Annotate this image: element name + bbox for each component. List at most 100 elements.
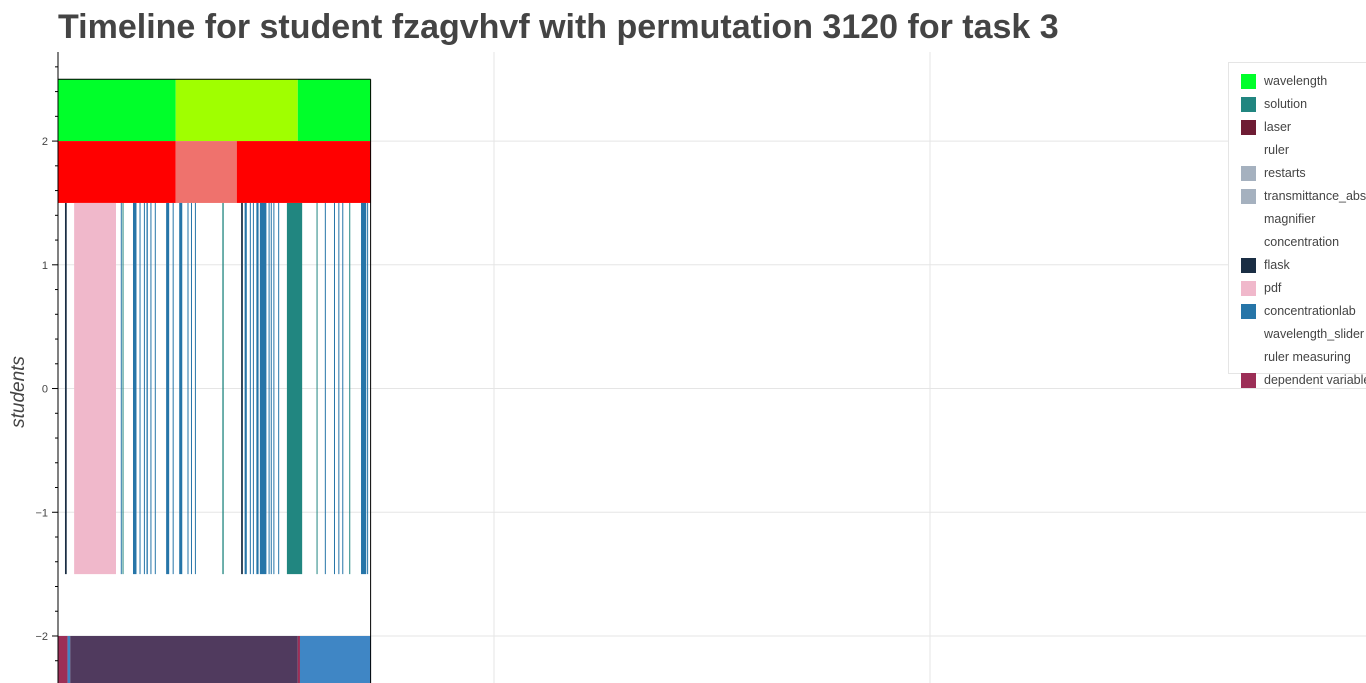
- legend-label: ruler measuring: [1264, 350, 1351, 364]
- legend-item: dependent variable: [1229, 369, 1366, 392]
- bar-pdf-0: [74, 202, 116, 575]
- legend-label: flask: [1264, 258, 1290, 272]
- legend: wavelength solution laser ruler restarts tran…: [1228, 62, 1366, 388]
- bar-dependent-variable-4: [299, 635, 371, 683]
- bar-concentration-0: [58, 141, 176, 203]
- legend-label: wavelength_slider: [1264, 327, 1365, 341]
- legend-swatch: [1241, 212, 1256, 227]
- bar-concentrationlab-16: [256, 202, 259, 575]
- legend-label: dependent variable: [1264, 373, 1366, 387]
- legend-swatch: [1241, 235, 1256, 250]
- bar-wavelength-1: [175, 79, 298, 142]
- legend-item: restarts: [1229, 162, 1366, 185]
- legend-swatch: [1241, 258, 1256, 273]
- legend-item: flask: [1229, 254, 1366, 277]
- bar-dependent-variable-0: [58, 635, 68, 683]
- legend-item: transmittance_absorbance: [1229, 185, 1366, 208]
- bar-wavelength-0: [58, 79, 176, 142]
- bar-flask-1: [241, 202, 243, 575]
- bar-concentrationlab-7: [166, 202, 170, 575]
- bar-dependent-variable-2: [70, 635, 298, 683]
- bar-concentrationlab-22: [324, 202, 326, 575]
- bar-flask-0: [64, 202, 67, 575]
- bar-dependent-variable-3: [297, 635, 300, 683]
- bar-concentrationlab-25: [342, 202, 344, 575]
- legend-label: concentration: [1264, 235, 1340, 249]
- bar-concentrationlab-12: [194, 202, 196, 575]
- legend-swatch: [1241, 97, 1256, 112]
- bar-solution-1: [222, 202, 224, 575]
- bar-concentrationlab-17: [259, 202, 267, 575]
- legend-item: ruler: [1229, 139, 1366, 162]
- bar-concentrationlab-18: [268, 202, 270, 575]
- bar-wavelength-2: [297, 79, 371, 142]
- bar-concentrationlab-8: [172, 202, 174, 575]
- bar-solution-2: [286, 202, 303, 575]
- bar-concentrationlab-23: [333, 202, 335, 575]
- legend-label: laser: [1264, 120, 1292, 134]
- legend-swatch: [1241, 189, 1256, 204]
- chart-title: Timeline for student fzagvhvf with permu…: [58, 8, 1059, 46]
- bar-concentrationlab-26: [361, 202, 367, 575]
- legend-item: concentration: [1229, 231, 1366, 254]
- legend-swatch: [1241, 327, 1256, 342]
- legend-swatch: [1241, 166, 1256, 181]
- bar-concentrationlab-6: [154, 202, 156, 575]
- legend-swatch: [1241, 373, 1256, 388]
- y-tick-label: −2: [35, 631, 48, 643]
- bar-concentrationlab-24: [338, 202, 340, 575]
- bar-concentrationlab-4: [146, 202, 148, 575]
- legend-swatch: [1241, 304, 1256, 319]
- legend-item: wavelength_slider: [1229, 323, 1366, 346]
- bar-concentrationlab-11: [190, 202, 192, 575]
- bar-solution-3: [316, 202, 318, 575]
- legend-label: ruler: [1264, 143, 1290, 157]
- legend-label: solution: [1264, 97, 1308, 111]
- legend-item: laser: [1229, 116, 1366, 139]
- bar-dependent-variable-1: [67, 635, 71, 683]
- y-tick-label: −1: [35, 507, 48, 519]
- legend-swatch: [1241, 281, 1256, 296]
- legend-label: magnifier: [1264, 212, 1316, 226]
- legend-item: wavelength: [1229, 70, 1366, 93]
- bar-concentrationlab-1: [132, 202, 137, 575]
- bar-concentration-2: [236, 141, 371, 203]
- legend-swatch: [1241, 74, 1256, 89]
- bar-concentrationlab-19: [270, 202, 272, 575]
- legend-label: pdf: [1264, 281, 1282, 295]
- legend-item: magnifier: [1229, 208, 1366, 231]
- legend-label: concentrationlab: [1264, 304, 1356, 318]
- bar-concentrationlab-20: [273, 202, 275, 575]
- legend-item: pdf: [1229, 277, 1366, 300]
- y-tick-label: 2: [42, 136, 48, 148]
- bar-concentrationlab-2: [139, 202, 141, 575]
- bar-concentrationlab-10: [187, 202, 189, 575]
- legend-swatch: [1241, 143, 1256, 158]
- bar-concentrationlab-27: [367, 202, 369, 575]
- legend-item: ruler measuring: [1229, 346, 1366, 369]
- legend-swatch: [1241, 120, 1256, 135]
- y-tick-label: 1: [42, 260, 48, 272]
- legend-label: wavelength: [1264, 74, 1328, 88]
- y-axis: 2 1 0 −1 −2: [35, 52, 59, 683]
- legend-item: solution: [1229, 93, 1366, 116]
- bar-concentrationlab-3: [143, 202, 145, 575]
- bar-concentration-1: [175, 141, 237, 203]
- bar-concentrationlab-0: [120, 202, 122, 575]
- legend-item: concentrationlab: [1229, 300, 1366, 323]
- bar-concentrationlab-15: [252, 202, 254, 575]
- bars-layer: [58, 78, 372, 683]
- legend-label: restarts: [1264, 166, 1306, 180]
- bar-concentrationlab-14: [249, 202, 251, 575]
- bar-solution-4: [349, 202, 351, 575]
- bar-concentrationlab-9: [179, 202, 183, 575]
- bar-concentrationlab-21: [278, 202, 280, 575]
- y-axis-label: students: [8, 356, 29, 428]
- y-tick-label: 0: [42, 384, 48, 396]
- bar-concentrationlab-13: [244, 202, 247, 575]
- bar-concentrationlab-5: [150, 202, 152, 575]
- legend-label: transmittance_absorbance: [1264, 189, 1366, 203]
- legend-swatch: [1241, 350, 1256, 365]
- bar-solution-0: [122, 202, 124, 575]
